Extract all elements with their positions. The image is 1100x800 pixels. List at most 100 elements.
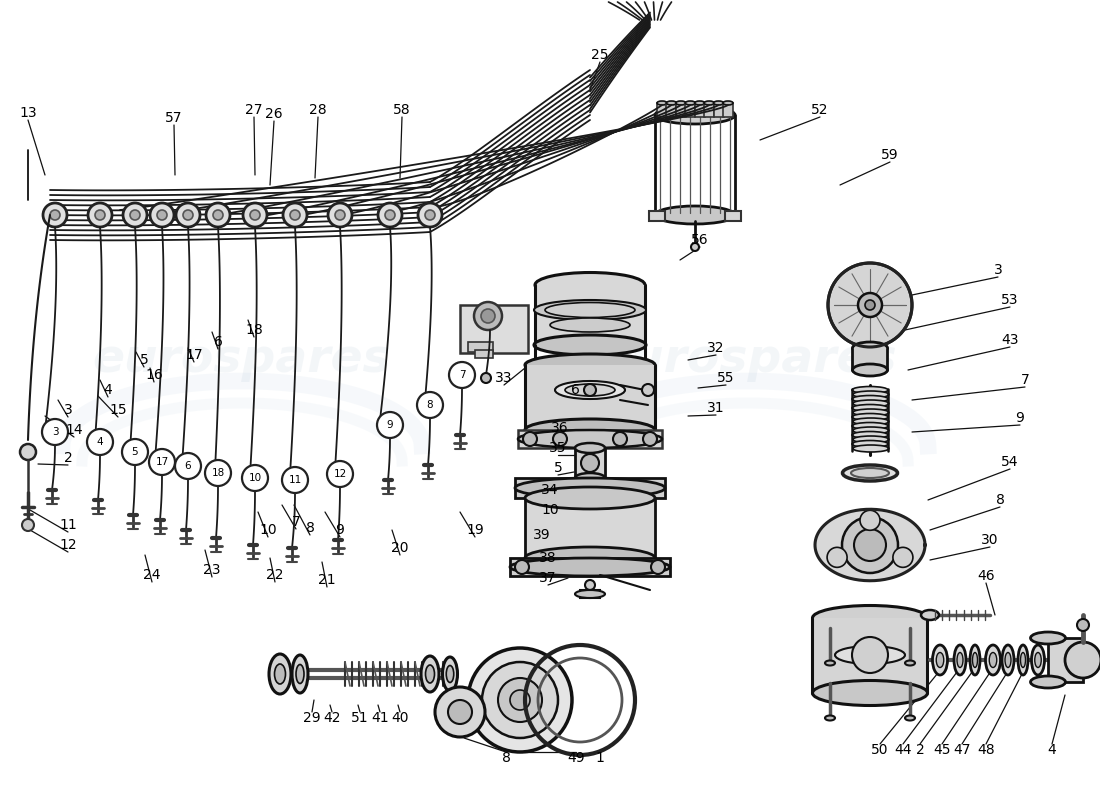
Ellipse shape bbox=[1031, 676, 1066, 688]
Ellipse shape bbox=[544, 302, 635, 318]
Bar bbox=[852, 348, 887, 370]
Text: 13: 13 bbox=[19, 106, 36, 120]
Text: 38: 38 bbox=[539, 551, 557, 565]
Text: 27: 27 bbox=[245, 103, 263, 117]
Ellipse shape bbox=[825, 661, 835, 666]
Ellipse shape bbox=[575, 590, 605, 598]
Circle shape bbox=[553, 432, 566, 446]
Circle shape bbox=[150, 203, 174, 227]
Ellipse shape bbox=[657, 101, 667, 105]
Circle shape bbox=[148, 449, 175, 475]
Ellipse shape bbox=[1035, 653, 1042, 667]
Circle shape bbox=[449, 362, 475, 388]
Ellipse shape bbox=[723, 101, 733, 105]
Ellipse shape bbox=[565, 384, 615, 396]
Ellipse shape bbox=[905, 715, 915, 721]
Text: 48: 48 bbox=[977, 743, 994, 757]
Text: 30: 30 bbox=[981, 533, 999, 547]
Ellipse shape bbox=[851, 468, 889, 478]
Text: 26: 26 bbox=[265, 107, 283, 121]
Ellipse shape bbox=[852, 431, 888, 438]
Ellipse shape bbox=[972, 653, 978, 667]
Ellipse shape bbox=[825, 715, 835, 721]
Ellipse shape bbox=[575, 473, 605, 483]
Ellipse shape bbox=[704, 101, 714, 105]
Text: 24: 24 bbox=[143, 568, 161, 582]
Circle shape bbox=[448, 700, 472, 724]
Circle shape bbox=[481, 309, 495, 323]
Bar bbox=[475, 350, 493, 358]
Circle shape bbox=[130, 210, 140, 220]
Ellipse shape bbox=[933, 645, 947, 675]
Ellipse shape bbox=[852, 400, 889, 407]
Bar bbox=[1048, 638, 1084, 682]
Text: 44: 44 bbox=[894, 743, 912, 757]
Bar bbox=[667, 103, 676, 117]
Circle shape bbox=[88, 203, 112, 227]
Text: 14: 14 bbox=[65, 423, 82, 437]
Circle shape bbox=[205, 460, 231, 486]
Ellipse shape bbox=[957, 653, 962, 667]
Text: 2: 2 bbox=[64, 451, 73, 465]
Ellipse shape bbox=[852, 386, 888, 394]
Ellipse shape bbox=[852, 427, 889, 434]
Ellipse shape bbox=[852, 395, 888, 402]
Text: 3: 3 bbox=[993, 263, 1002, 277]
Text: 7: 7 bbox=[459, 370, 465, 380]
Circle shape bbox=[377, 412, 403, 438]
Ellipse shape bbox=[714, 101, 724, 105]
Circle shape bbox=[865, 300, 874, 310]
Ellipse shape bbox=[654, 106, 735, 124]
Circle shape bbox=[123, 203, 147, 227]
Text: 23: 23 bbox=[204, 563, 221, 577]
Text: 39: 39 bbox=[534, 528, 551, 542]
Bar bbox=[580, 590, 600, 598]
Text: 28: 28 bbox=[309, 103, 327, 117]
Ellipse shape bbox=[835, 646, 905, 664]
Bar bbox=[675, 103, 686, 117]
Circle shape bbox=[328, 203, 352, 227]
Circle shape bbox=[282, 467, 308, 493]
Text: 33: 33 bbox=[495, 371, 513, 385]
Bar bbox=[812, 618, 927, 693]
Circle shape bbox=[585, 580, 595, 590]
Ellipse shape bbox=[1032, 645, 1045, 675]
Circle shape bbox=[242, 465, 268, 491]
Text: 18: 18 bbox=[211, 468, 224, 478]
Text: 17: 17 bbox=[185, 348, 202, 362]
Polygon shape bbox=[815, 510, 925, 581]
Ellipse shape bbox=[654, 206, 735, 224]
Ellipse shape bbox=[813, 606, 927, 630]
Text: 10: 10 bbox=[249, 473, 262, 483]
Ellipse shape bbox=[685, 101, 695, 105]
Circle shape bbox=[481, 373, 491, 383]
Circle shape bbox=[213, 210, 223, 220]
Ellipse shape bbox=[852, 391, 889, 398]
Ellipse shape bbox=[1002, 645, 1014, 675]
Text: 32: 32 bbox=[707, 341, 725, 355]
Text: 35: 35 bbox=[549, 441, 566, 455]
Circle shape bbox=[642, 384, 654, 396]
Ellipse shape bbox=[421, 656, 439, 692]
Text: 4: 4 bbox=[1047, 743, 1056, 757]
Circle shape bbox=[474, 302, 502, 330]
Ellipse shape bbox=[525, 354, 654, 376]
Circle shape bbox=[206, 203, 230, 227]
Text: 31: 31 bbox=[707, 401, 725, 415]
Ellipse shape bbox=[296, 665, 304, 683]
Text: 9: 9 bbox=[1015, 411, 1024, 425]
Circle shape bbox=[243, 203, 267, 227]
Ellipse shape bbox=[510, 558, 670, 576]
Text: 41: 41 bbox=[371, 711, 388, 725]
Text: 10: 10 bbox=[260, 523, 277, 537]
Text: 40: 40 bbox=[392, 711, 409, 725]
Ellipse shape bbox=[515, 478, 666, 498]
Text: 25: 25 bbox=[592, 48, 608, 62]
Text: 22: 22 bbox=[266, 568, 284, 582]
Circle shape bbox=[644, 432, 657, 446]
Text: 59: 59 bbox=[881, 148, 899, 162]
Ellipse shape bbox=[675, 101, 686, 105]
Text: 18: 18 bbox=[245, 323, 263, 337]
Circle shape bbox=[417, 392, 443, 418]
Bar bbox=[704, 103, 714, 117]
